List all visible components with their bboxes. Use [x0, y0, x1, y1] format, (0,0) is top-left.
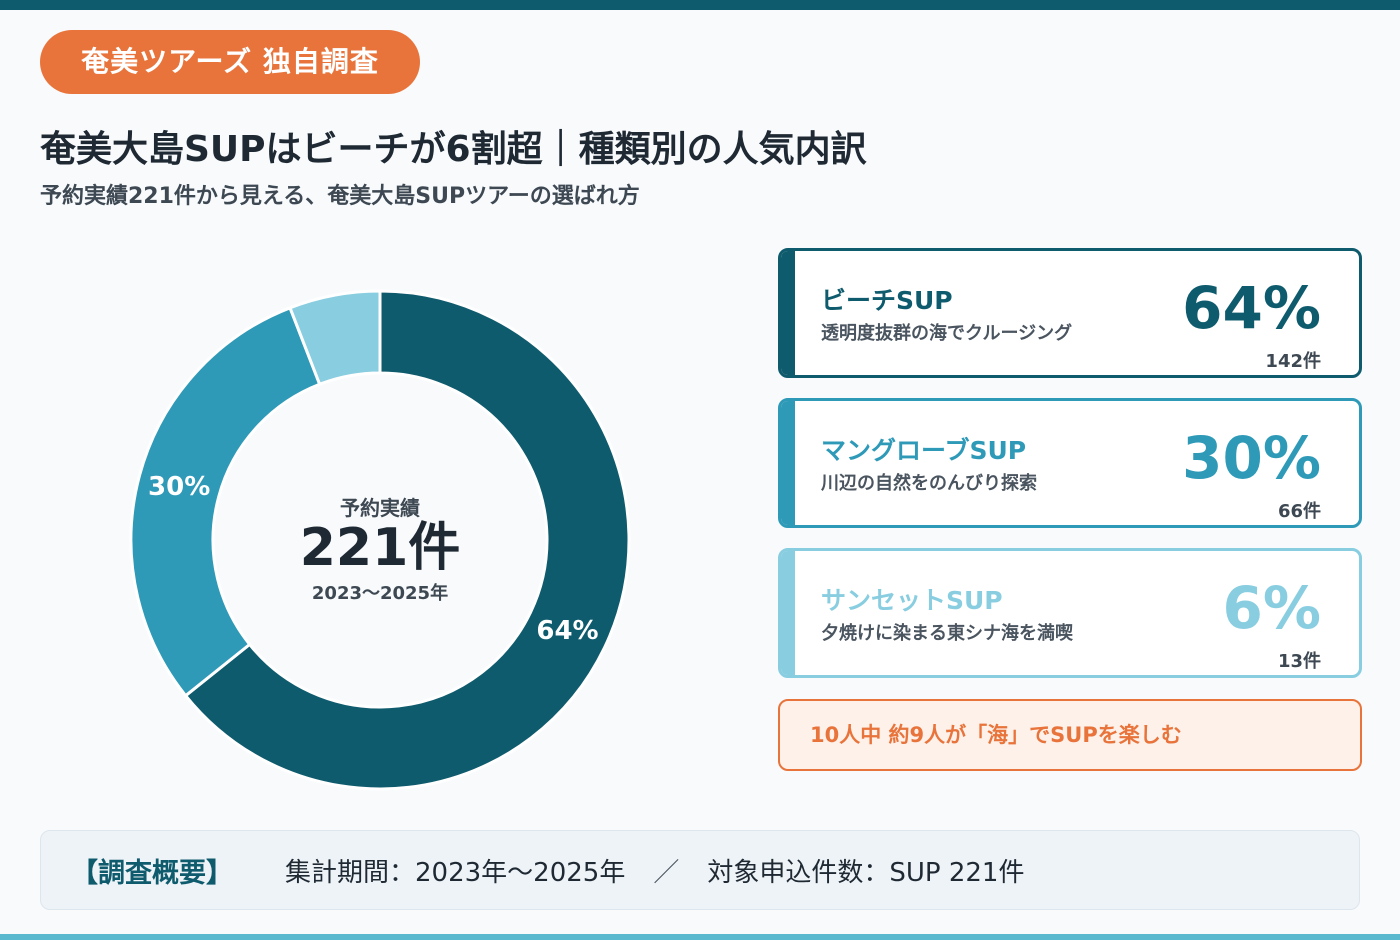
- card-name: サンセットSUP: [821, 586, 1003, 615]
- summary-count: 対象申込件数：SUP 221件: [707, 857, 1025, 888]
- summary-label: 【調査概要】: [71, 857, 233, 889]
- donut-slice-0: [183, 289, 631, 791]
- card-accent-bar: [781, 551, 795, 675]
- summary-separator: ／: [653, 857, 680, 888]
- page-subtitle: 予約実績221件から見える、奄美大島SUPツアーの選ばれ方: [40, 184, 640, 209]
- donut-slice-label-1: 30%: [148, 472, 210, 502]
- summary-period: 集計期間：2023年〜2025年: [285, 857, 626, 888]
- card-name: ビーチSUP: [821, 286, 953, 315]
- card-accent-bar: [781, 251, 795, 375]
- card-count: 13件: [1277, 651, 1321, 672]
- card-description: 川辺の自然をのんびり探索: [821, 473, 1037, 494]
- card-description: 夕焼けに染まる東シナ海を満喫: [821, 623, 1073, 644]
- survey-summary: 【調査概要】 集計期間：2023年〜2025年 ／ 対象申込件数：SUP 221…: [40, 830, 1360, 910]
- card-beach-sup: ビーチSUP 透明度抜群の海でクルージング 64% 142件: [778, 248, 1362, 378]
- center-label: 予約実績: [340, 496, 420, 520]
- card-sunset-sup: サンセットSUP 夕焼けに染まる東シナ海を満喫 6% 13件: [778, 548, 1362, 678]
- highlight-callout: 10人中 約9人が「海」でSUPを楽しむ: [778, 699, 1362, 771]
- card-mangrove-sup: マングローブSUP 川辺の自然をのんびり探索 30% 66件: [778, 398, 1362, 528]
- center-period: 2023〜2025年: [312, 582, 448, 604]
- donut-slice-1: [129, 305, 322, 698]
- card-accent-bar: [781, 401, 795, 525]
- bottom-accent-bar: [0, 934, 1400, 940]
- card-description: 透明度抜群の海でクルージング: [821, 323, 1073, 344]
- card-percent: 64%: [1182, 274, 1321, 342]
- card-percent: 6%: [1222, 574, 1321, 642]
- card-count: 66件: [1277, 501, 1321, 522]
- card-name: マングローブSUP: [821, 436, 1027, 465]
- survey-badge: 奄美ツアーズ 独自調査: [40, 30, 420, 94]
- card-count: 142件: [1265, 351, 1321, 372]
- donut-chart: 64% 30% 予約実績 221件 2023〜2025年: [129, 289, 631, 791]
- category-cards: ビーチSUP 透明度抜群の海でクルージング 64% 142件 マングローブSUP…: [778, 248, 1362, 698]
- center-value: 221件: [300, 518, 461, 578]
- card-percent: 30%: [1182, 424, 1321, 492]
- donut-slice-label-0: 64%: [536, 616, 598, 646]
- page-title: 奄美大島SUPはビーチが6割超｜種類別の人気内訳: [40, 129, 867, 170]
- top-accent-bar: [0, 0, 1400, 10]
- donut-slice-2: [288, 289, 382, 387]
